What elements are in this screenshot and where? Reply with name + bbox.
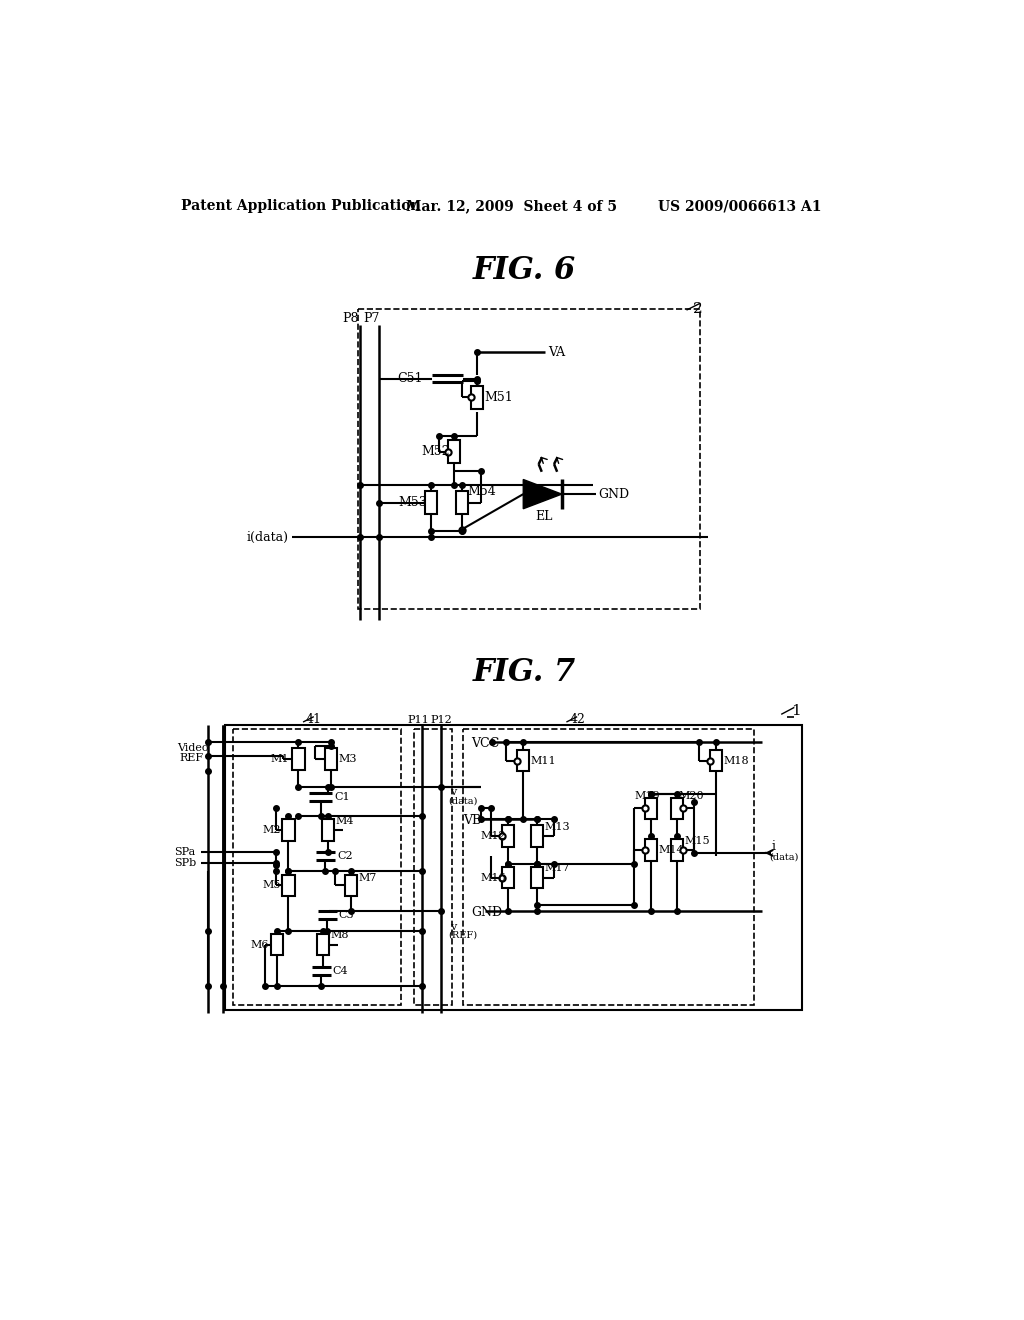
Text: M54: M54 [468,486,497,499]
Text: 41: 41 [306,713,323,726]
Text: v: v [451,921,457,932]
Text: M15: M15 [685,836,711,846]
Text: M6: M6 [251,940,269,949]
Bar [325,748,337,770]
Text: C1: C1 [335,792,350,801]
Text: VB: VB [463,814,481,828]
Bar [345,874,357,896]
Bar [531,825,544,847]
Text: M18: M18 [724,755,750,766]
Text: REF: REF [180,754,204,763]
Bar [456,491,468,515]
Text: M52: M52 [422,445,451,458]
Text: 42: 42 [569,713,586,726]
Text: i: i [771,841,775,853]
Text: 2: 2 [692,301,702,315]
Text: Video: Video [177,743,208,754]
Bar [502,867,514,888]
Bar [463,729,755,1005]
Text: M17: M17 [545,863,570,874]
Text: (data): (data) [770,853,799,861]
Text: M2: M2 [262,825,281,834]
Text: M1: M1 [270,754,289,764]
Bar [645,840,657,861]
Text: M20: M20 [679,791,705,801]
Bar [447,441,460,463]
Text: M16: M16 [480,873,506,883]
Text: M11: M11 [531,755,557,766]
Text: P12: P12 [431,714,453,725]
Text: GND: GND [599,487,630,500]
Text: P7: P7 [364,312,380,325]
Text: M13: M13 [545,822,570,832]
Bar [414,729,453,1005]
Text: M7: M7 [358,873,377,883]
Bar [671,840,683,861]
Bar [357,309,700,609]
Text: M5: M5 [262,880,281,890]
Bar [531,867,544,888]
Text: FIG. 7: FIG. 7 [473,657,577,688]
Bar [322,818,334,841]
Bar [471,385,483,409]
Bar [710,750,722,771]
Text: (data): (data) [449,796,478,805]
Text: Mar. 12, 2009  Sheet 4 of 5: Mar. 12, 2009 Sheet 4 of 5 [407,199,617,213]
Text: M53: M53 [398,496,427,510]
Bar [425,491,437,515]
Text: v: v [451,787,457,797]
Text: M14: M14 [658,845,684,855]
Bar [224,725,802,1010]
Text: VA: VA [548,346,565,359]
Text: M3: M3 [339,754,357,764]
Bar [316,933,330,956]
Text: GND: GND [471,907,502,920]
Text: P11: P11 [408,714,429,725]
Bar [671,797,683,818]
Text: M8: M8 [331,931,349,940]
Text: Patent Application Publication: Patent Application Publication [180,199,420,213]
Text: FIG. 6: FIG. 6 [473,255,577,285]
Text: VCC: VCC [471,737,499,750]
Text: C3: C3 [339,911,354,920]
Text: M51: M51 [484,391,513,404]
Text: (REF): (REF) [449,931,477,940]
Bar [270,933,283,956]
Text: M19: M19 [634,791,659,801]
Text: SPb: SPb [174,858,196,869]
Text: M12: M12 [480,832,506,841]
Text: C4: C4 [333,966,348,975]
Bar [283,874,295,896]
Bar [645,797,657,818]
Text: i(data): i(data) [246,531,288,544]
Bar [233,729,400,1005]
Text: M4: M4 [336,816,354,825]
Bar [292,748,304,770]
Bar [283,818,295,841]
Text: SPa: SPa [174,847,195,857]
Bar [517,750,529,771]
Text: EL: EL [535,510,552,523]
Text: P8: P8 [342,312,358,325]
Text: C51: C51 [397,372,423,385]
Text: 1: 1 [792,705,801,718]
Text: US 2009/0066613 A1: US 2009/0066613 A1 [658,199,821,213]
Text: C2: C2 [337,851,352,861]
Polygon shape [523,479,562,508]
Bar [502,825,514,847]
